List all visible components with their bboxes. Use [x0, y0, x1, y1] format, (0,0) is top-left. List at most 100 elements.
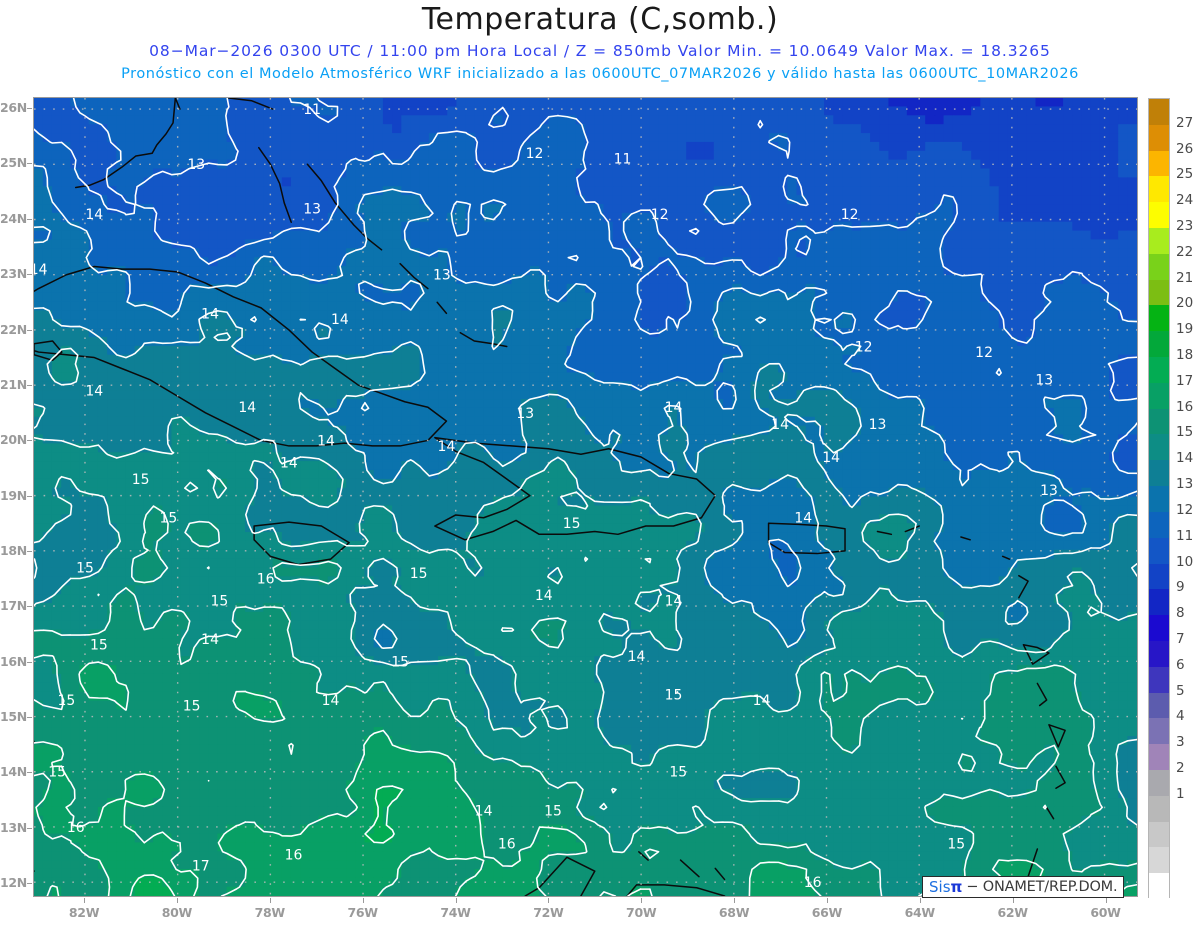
subtitle-model-run: Pronóstico con el Modelo Atmosférico WRF…: [121, 66, 1079, 82]
map-plot-area[interactable]: 1113121114131212141314141212141314131414…: [33, 97, 1138, 897]
colorbar-band: [1149, 124, 1169, 152]
y-axis-tick-label: 24N: [0, 210, 27, 226]
contour-layer: [34, 98, 1137, 896]
y-axis-tick-label: 19N: [0, 487, 27, 503]
attribution-badge: Sis π − ONAMET/REP.DOM.: [922, 876, 1125, 898]
colorbar-tick-label: 12: [1176, 501, 1194, 518]
y-axis-tickmark: [27, 550, 32, 552]
colorbar-band: [1149, 228, 1169, 255]
colorbar-tick-label: 1: [1176, 785, 1185, 802]
colorbar-band: [1149, 821, 1169, 848]
y-axis-tick-label: 20N: [0, 432, 27, 448]
y-axis-tick-label: 22N: [0, 321, 27, 337]
y-axis-tickmark: [27, 108, 32, 110]
colorbar-tick-label: 18: [1176, 347, 1194, 364]
colorbar-tick-label: 16: [1176, 398, 1194, 415]
colorbar-tick-label: 4: [1176, 708, 1185, 725]
colorbar-tick-label: 25: [1176, 166, 1194, 183]
x-axis-tick-label: 72W: [533, 905, 564, 920]
y-axis-tick-label: 13N: [0, 819, 27, 835]
colorbar-tick-label: 15: [1176, 424, 1194, 441]
colorbar-tick-label: 22: [1176, 243, 1194, 260]
colorbar-tick-label: 17: [1176, 372, 1194, 389]
x-axis-tick-label: 64W: [904, 905, 936, 920]
colorbar-tick-label: 5: [1176, 682, 1185, 699]
badge-organization: − ONAMET/REP.DOM.: [966, 879, 1118, 895]
colorbar-band: [1149, 460, 1169, 487]
colorbar-tick-label: 2: [1176, 759, 1185, 776]
colorbar-band: [1149, 434, 1169, 461]
colorbar-band: [1149, 847, 1169, 874]
x-axis-tickmark: [548, 898, 550, 903]
y-axis-tickmark: [27, 606, 32, 608]
x-axis-tickmark: [269, 898, 271, 903]
colorbar-tick-label: 23: [1176, 218, 1194, 235]
colorbar-band: [1149, 795, 1169, 823]
x-axis-tick-label: 66W: [811, 905, 843, 920]
x-axis-tick-label: 70W: [626, 905, 657, 920]
y-axis-tickmark: [27, 163, 32, 165]
colorbar-band: [1149, 486, 1169, 513]
colorbar-tick-label: 19: [1176, 321, 1194, 338]
colorbar-band: [1149, 511, 1169, 539]
y-axis-tickmark: [27, 717, 32, 719]
colorbar-band: [1149, 331, 1169, 358]
x-axis-tickmark: [1105, 898, 1107, 903]
colorbar-band: [1149, 615, 1169, 642]
colorbar-band: [1149, 666, 1169, 694]
temperature-shading: [34, 98, 1137, 896]
colorbar-band: [1149, 382, 1169, 410]
y-axis-tick-label: 15N: [0, 709, 27, 725]
colorbar-band: [1149, 150, 1169, 178]
y-axis-tick-label: 17N: [0, 598, 27, 614]
colorbar-tick-label: 21: [1176, 269, 1194, 286]
y-axis-tick-label: 16N: [0, 653, 27, 669]
y-axis-tickmark: [27, 772, 32, 774]
y-axis-tickmark: [27, 440, 32, 442]
x-axis-tickmark: [455, 898, 457, 903]
x-axis-tickmark: [362, 898, 364, 903]
colorbar-band: [1149, 99, 1169, 126]
y-axis-tickmark: [27, 883, 32, 885]
y-axis-tick-label: 23N: [0, 266, 27, 282]
x-axis-tickmark: [919, 898, 921, 903]
x-axis-tickmark: [734, 898, 736, 903]
x-axis-tick-label: 68W: [718, 905, 750, 920]
colorbar-tick-label: 9: [1176, 579, 1185, 596]
colorbar-tick-label: 13: [1176, 476, 1194, 493]
colorbar-band: [1149, 640, 1169, 668]
colorbar-tick-label: 27: [1176, 114, 1194, 131]
badge-pi-icon: π: [950, 878, 963, 896]
colorbar-band: [1149, 408, 1169, 436]
x-axis-tickmark: [176, 898, 178, 903]
colorbar-band: [1149, 279, 1169, 307]
colorbar-band: [1149, 769, 1169, 797]
colorbar-band: [1149, 692, 1169, 719]
subtitle-valid-time: 08−Mar−2026 0300 UTC / 11:00 pm Hora Loc…: [149, 42, 1051, 60]
x-axis-tick-label: 60W: [1090, 905, 1121, 920]
colorbar-tick-label: 11: [1176, 527, 1194, 544]
map-canvas: 1113121114131212141314141212141314131414…: [34, 98, 1137, 896]
colorbar-tick-label: 26: [1176, 140, 1194, 157]
colorbar-band: [1149, 744, 1169, 771]
y-axis-tick-label: 26N: [0, 100, 27, 116]
colorbar-band: [1149, 537, 1169, 565]
x-axis-tick-label: 80W: [161, 905, 193, 920]
y-axis-tickmark: [27, 274, 32, 276]
colorbar-band: [1149, 873, 1169, 900]
y-axis-tick-label: 12N: [0, 875, 27, 891]
y-axis-tick-label: 25N: [0, 155, 27, 171]
colorbar[interactable]: [1148, 98, 1170, 900]
y-axis-tickmark: [27, 661, 32, 663]
x-axis-tickmark: [826, 898, 828, 903]
x-axis-tickmark: [1012, 898, 1014, 903]
coastline-layer: [34, 98, 1066, 896]
x-axis-tick-label: 74W: [440, 905, 471, 920]
colorbar-band: [1149, 253, 1169, 281]
y-axis-tickmark: [27, 495, 32, 497]
y-axis-tickmark: [27, 218, 32, 220]
x-axis-tickmark: [84, 898, 86, 903]
x-axis-tick-label: 62W: [997, 905, 1028, 920]
colorbar-tick-label: 7: [1176, 630, 1185, 647]
